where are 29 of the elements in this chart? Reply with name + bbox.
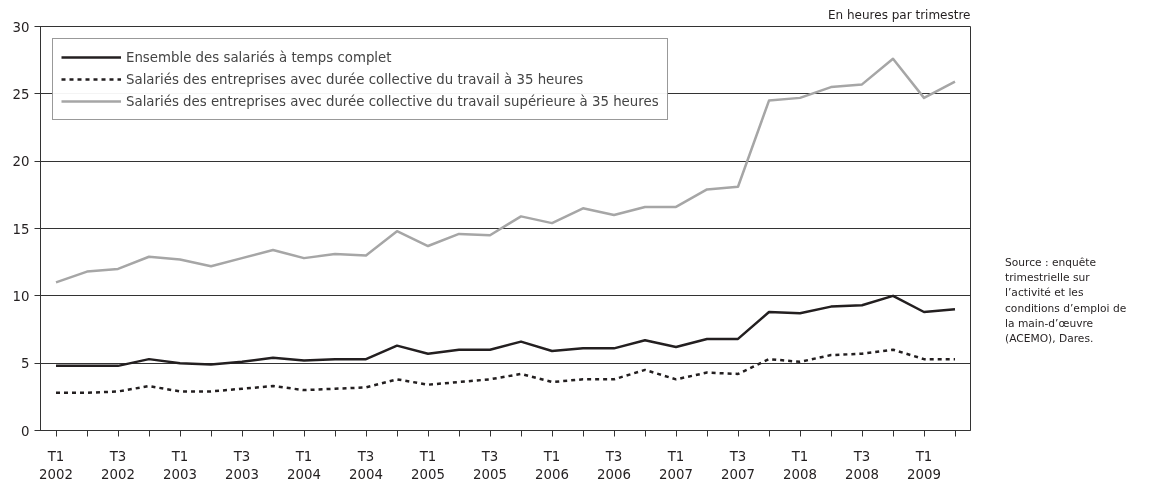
- x-tick-label: T3 2005: [473, 448, 507, 482]
- line-series: [54, 294, 957, 368]
- x-tick-label: T1 2004: [287, 448, 321, 482]
- x-tick-label: T3 2008: [845, 448, 879, 482]
- y-tick-label: 30: [12, 19, 30, 35]
- y-tick-label: 20: [12, 154, 30, 170]
- x-tick-label: T1 2006: [535, 448, 569, 482]
- y-tick-label: 5: [21, 356, 30, 372]
- x-tick-label: T1 2009: [907, 448, 941, 482]
- legend-label: Salariés des entreprises avec durée collective du travail supérieure à 35 heures: [126, 93, 659, 109]
- x-tick-label: T3 2004: [349, 448, 383, 482]
- legend-label: Salariés des entreprises avec durée collective du travail à 35 heures: [126, 71, 584, 87]
- x-tick-label: T1 2003: [163, 448, 197, 482]
- y-tick-label: 15: [12, 221, 30, 237]
- y-tick-label: 10: [12, 288, 30, 304]
- x-tick-label: T1 2002: [39, 448, 73, 482]
- legend-label: Ensemble des salariés à temps complet: [126, 49, 392, 65]
- x-tick-label: T3 2007: [721, 448, 755, 482]
- text: En heures par trimestre: [828, 7, 971, 22]
- x-tick-label: T1 2008: [783, 448, 817, 482]
- x-tick-label: T1 2007: [659, 448, 693, 482]
- x-tick-label: T3 2006: [597, 448, 631, 482]
- source-note: Source : enquête trimestrielle sur l’activité et les conditions d’emploi de la main-d’œuvre (ACEMO), Dares.: [1005, 255, 1128, 347]
- x-tick-label: T3 2002: [101, 448, 135, 482]
- line-series: [54, 348, 957, 395]
- y-tick-label: 0: [21, 423, 30, 439]
- y-tick-label: 25: [12, 86, 30, 102]
- x-tick-label: T1 2005: [411, 448, 445, 482]
- x-tick-label: T3 2003: [225, 448, 259, 482]
